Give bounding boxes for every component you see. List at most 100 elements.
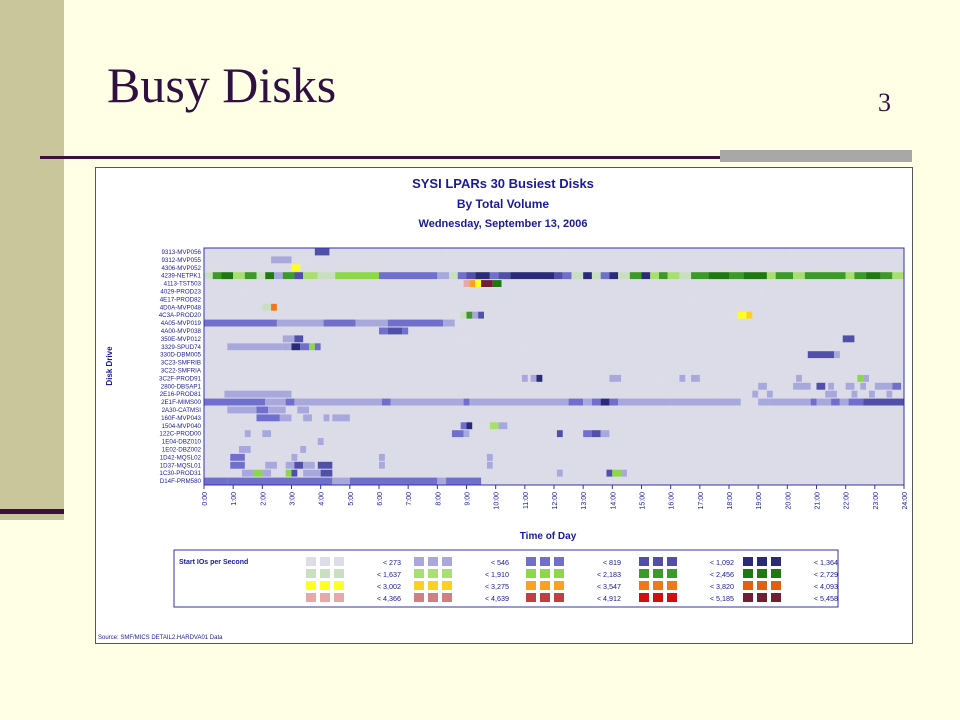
- legend-swatch: [639, 581, 649, 590]
- y-tick-label: 1C30-PROD31: [159, 470, 201, 477]
- heatmap-cell: [469, 280, 476, 287]
- heatmap-cells: [204, 248, 904, 485]
- heatmap-cell: [285, 461, 295, 469]
- heatmap-cell: [801, 382, 811, 390]
- heatmap-cell: [265, 461, 277, 469]
- heatmap-cell: [332, 477, 350, 485]
- heatmap-cell: [463, 280, 470, 287]
- heatmap-cell: [886, 390, 893, 398]
- heatmap-cell: [670, 398, 712, 406]
- heatmap-cell: [629, 272, 642, 280]
- heatmap-cell: [554, 272, 563, 280]
- y-tick-label: 4239-NETPK1: [161, 273, 201, 280]
- heatmap-cell: [793, 382, 802, 390]
- legend-swatch: [771, 593, 781, 602]
- heatmap-cell: [428, 248, 435, 256]
- heatmap-cell: [591, 272, 601, 280]
- legend-swatch: [540, 569, 550, 578]
- heatmap-cell: [834, 351, 840, 359]
- y-tick-label: 330D-DBM005: [160, 352, 201, 359]
- heatmap-cell: [300, 343, 309, 351]
- title-rule: [40, 156, 720, 159]
- heatmap-cell: [659, 272, 668, 280]
- legend-label: < 1,092: [710, 558, 734, 567]
- heatmap-cell: [265, 398, 286, 406]
- y-tick-label: 9313-MVP056: [161, 249, 201, 256]
- heatmap-cell: [618, 398, 671, 406]
- heatmap-cell: [481, 280, 493, 287]
- legend-swatch: [526, 593, 536, 602]
- heatmap-chart: SYSI LPARs 30 Busiest Disks By Total Vol…: [98, 176, 909, 641]
- heatmap-cell: [562, 272, 572, 280]
- y-tick-label: 4A05-MVP019: [161, 320, 202, 327]
- y-tick-label: 160F-MVP043: [161, 415, 201, 422]
- heatmap-cell: [326, 453, 333, 461]
- heatmap-cell: [402, 327, 409, 335]
- x-tick-label: 7:00: [406, 492, 413, 506]
- heatmap-cell: [256, 272, 266, 280]
- heatmap-cell: [323, 414, 330, 422]
- heatmap-cell: [303, 469, 321, 477]
- heatmap-cell: [618, 272, 630, 280]
- legend-swatch: [414, 557, 424, 566]
- heatmap-cell: [274, 453, 280, 461]
- heatmap-cell: [892, 382, 902, 390]
- legend-swatch: [667, 569, 677, 578]
- heatmap-cell: [556, 430, 563, 438]
- heatmap-cell: [297, 406, 309, 414]
- legend-label: < 5,458: [814, 594, 838, 603]
- x-tick-label: 16:00: [669, 492, 676, 510]
- heatmap-cell: [863, 398, 904, 406]
- y-tick-label: 3329-SPUD74: [161, 344, 201, 351]
- x-tick-label: 8:00: [435, 492, 442, 506]
- heatmap-cell: [279, 414, 292, 422]
- heatmap-cell: [866, 272, 881, 280]
- legend-label: < 3,547: [597, 582, 621, 591]
- heatmap-cell: [320, 469, 333, 477]
- legend-label: < 1,364: [814, 558, 838, 567]
- y-tick-label: 4113-TST503: [164, 281, 202, 288]
- heatmap-cell: [303, 414, 312, 422]
- y-tick-label: 4A00-MVP038: [161, 328, 202, 335]
- heatmap-cell: [863, 374, 869, 382]
- heatmap-cell: [466, 422, 473, 430]
- heatmap-cell: [729, 311, 738, 319]
- x-tick-label: 18:00: [727, 492, 734, 510]
- legend-label: < 819: [603, 558, 621, 567]
- heatmap-cell: [475, 280, 482, 287]
- legend-label: < 3,820: [710, 582, 734, 591]
- x-tick-labels: 0:00 1:00 2:00 3:00 4:00 5:00 6:00 7:00 8:00 9:00…: [202, 485, 909, 510]
- heatmap-cell: [227, 343, 283, 351]
- heatmap-cell: [463, 398, 470, 406]
- heatmap-cell: [271, 256, 292, 264]
- heatmap-cell: [326, 398, 382, 406]
- heatmap-cell: [379, 453, 385, 461]
- heatmap-cell: [816, 272, 846, 280]
- x-tick-label: 23:00: [873, 492, 880, 510]
- x-tick-label: 15:00: [640, 492, 647, 510]
- x-tick-label: 20:00: [785, 492, 792, 510]
- heatmap-cell: [294, 398, 327, 406]
- heatmap-cell: [443, 248, 449, 256]
- heatmap-cell: [460, 335, 473, 343]
- heatmap-cell: [454, 319, 464, 327]
- heatmap-cell: [854, 272, 867, 280]
- legend-label: < 4,912: [597, 594, 621, 603]
- x-tick-label: 10:00: [494, 492, 501, 510]
- heatmap-cell: [845, 272, 855, 280]
- legend-swatch: [428, 557, 438, 566]
- y-tick-label: 350E-MVP012: [161, 336, 202, 343]
- legend-swatch: [771, 569, 781, 578]
- legend-swatch: [743, 581, 753, 590]
- heatmap-cell: [253, 469, 263, 477]
- heatmap-cell: [755, 382, 762, 390]
- heatmap-cell: [227, 406, 257, 414]
- heatmap-cell: [831, 398, 840, 406]
- heatmap-cell: [667, 272, 680, 280]
- legend-label: < 3,275: [485, 582, 509, 591]
- heatmap-cell: [489, 272, 499, 280]
- y-tick-label: 3C2F-PROD91: [159, 375, 202, 382]
- legend-swatch: [414, 569, 424, 578]
- legend-label: < 1,637: [377, 570, 401, 579]
- heatmap-cell: [583, 398, 592, 406]
